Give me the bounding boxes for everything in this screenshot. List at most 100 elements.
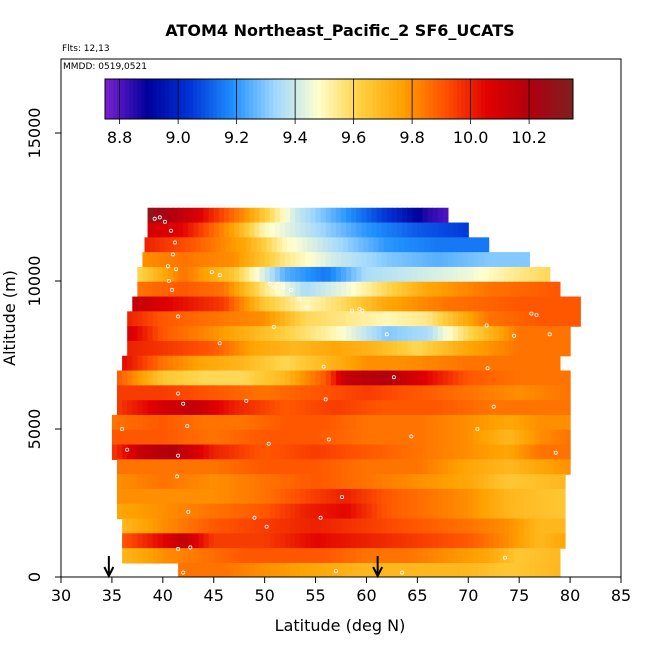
- heatmap-cell: [218, 385, 225, 401]
- observation-point: [181, 570, 186, 575]
- heatmap-cell: [371, 429, 378, 446]
- heatmap-cell: [381, 296, 388, 312]
- heatmap-cell: [234, 474, 240, 490]
- heatmap-cell: [198, 503, 205, 520]
- heatmap-cell: [376, 207, 383, 224]
- heatmap-cell: [483, 562, 490, 577]
- chart-title: ATOM4 Northeast_Pacific_2 SF6_UCATS: [165, 21, 514, 40]
- heatmap-cell: [417, 252, 424, 268]
- heatmap-cell: [142, 296, 149, 312]
- heatmap-cell: [320, 444, 327, 460]
- colorbar-swatch: [525, 79, 530, 119]
- heatmap-cell: [351, 474, 357, 490]
- heatmap-cell: [524, 296, 530, 312]
- heatmap-cell: [524, 340, 530, 357]
- heatmap-cell: [488, 533, 495, 549]
- dates-annotation: MMDD: 0519,0521: [63, 62, 147, 72]
- observation-point: [176, 391, 181, 396]
- heatmap-cell: [493, 385, 500, 401]
- heatmap-cell: [391, 311, 398, 327]
- heatmap-cell: [295, 311, 301, 327]
- heatmap-cell: [351, 548, 357, 564]
- heatmap-cell: [386, 340, 393, 357]
- heatmap-cell: [549, 488, 556, 505]
- heatmap-cell: [458, 474, 464, 490]
- heatmap-cell: [514, 429, 520, 446]
- heatmap-cell: [544, 370, 551, 386]
- heatmap-cell: [422, 385, 429, 401]
- heatmap-cell: [493, 266, 500, 283]
- observation-point: [266, 441, 271, 446]
- heatmap-cell: [458, 400, 464, 416]
- heatmap-cell: [473, 562, 480, 577]
- heatmap-cell: [432, 207, 439, 224]
- heatmap-cell: [417, 370, 424, 386]
- heatmap-cell: [519, 311, 525, 327]
- heatmap-cell: [346, 222, 352, 238]
- heatmap-cell: [208, 533, 215, 549]
- heatmap-cell: [290, 266, 296, 283]
- heatmap-cell: [315, 400, 322, 416]
- heatmap-cell: [422, 340, 429, 357]
- heatmap-cell: [208, 548, 215, 564]
- colorbar-swatch: [413, 79, 418, 119]
- heatmap-cell: [468, 518, 474, 534]
- colorbar-tick-label: 9.8: [399, 128, 424, 147]
- heatmap-cell: [305, 370, 312, 386]
- down-arrow-marker: [372, 556, 384, 579]
- heatmap-cell: [122, 429, 128, 446]
- heatmap-cell: [341, 385, 347, 401]
- heatmap-cell: [402, 266, 408, 283]
- heatmap-cell: [137, 533, 144, 549]
- heatmap-cell: [300, 370, 306, 386]
- heatmap-cell: [412, 533, 418, 549]
- heatmap-cell: [173, 429, 179, 446]
- heatmap-cell: [310, 340, 317, 357]
- heatmap-cell: [549, 355, 556, 372]
- heatmap-cell: [157, 548, 164, 564]
- heatmap-cell: [274, 488, 281, 505]
- heatmap-cell: [325, 252, 332, 268]
- heatmap-cell: [402, 296, 408, 312]
- heatmap-cell: [249, 355, 256, 372]
- heatmap-cell: [493, 488, 500, 505]
- heatmap-cell: [468, 281, 474, 298]
- heatmap-cell: [447, 222, 454, 238]
- heatmap-cell: [366, 252, 373, 268]
- heatmap-cell: [519, 296, 525, 312]
- heatmap-cell: [330, 311, 337, 327]
- observation-point: [170, 252, 175, 257]
- observation-point: [553, 450, 558, 455]
- heatmap-cell: [167, 474, 174, 490]
- heatmap-cell: [152, 370, 159, 386]
- heatmap-cell: [498, 459, 505, 475]
- heatmap-cell: [402, 562, 408, 577]
- heatmap-cell: [215, 237, 222, 253]
- heatmap-cell: [397, 385, 403, 401]
- heatmap-cell: [524, 518, 530, 534]
- colorbar-swatch: [481, 79, 486, 119]
- colorbar-swatch: [185, 79, 190, 119]
- heatmap-cell: [239, 518, 245, 534]
- heatmap-cell: [407, 266, 413, 283]
- heatmap-cell: [147, 444, 154, 460]
- heatmap-cell: [117, 474, 123, 490]
- heatmap-cell: [442, 429, 449, 446]
- heatmap-cell: [544, 474, 551, 490]
- heatmap-cell: [488, 459, 495, 475]
- heatmap-cell: [203, 355, 210, 372]
- heatmap-cell: [208, 252, 215, 268]
- heatmap-cell: [269, 533, 276, 549]
- heatmap-cell: [427, 474, 434, 490]
- observation-point: [217, 341, 222, 346]
- heatmap-cell: [432, 252, 439, 268]
- colorbar-swatch: [201, 79, 206, 119]
- heatmap-layer: [122, 518, 566, 534]
- heatmap-cell: [463, 311, 469, 327]
- heatmap-cell: [269, 444, 276, 460]
- heatmap-cell: [173, 533, 179, 549]
- heatmap-cell: [213, 444, 220, 460]
- heatmap-cell: [402, 414, 408, 431]
- observation-point: [350, 308, 355, 313]
- heatmap-cell: [376, 385, 383, 401]
